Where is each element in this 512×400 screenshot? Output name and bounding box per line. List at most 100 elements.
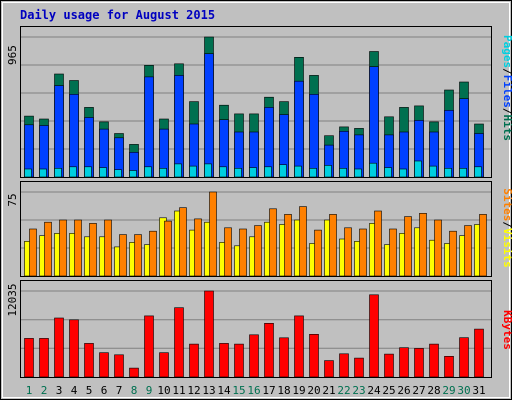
bar-sites bbox=[374, 210, 382, 277]
bar-pages bbox=[444, 168, 452, 178]
bar-kbytes bbox=[129, 367, 139, 378]
bar-files bbox=[459, 98, 469, 178]
bar-sites bbox=[74, 219, 82, 277]
x-tick-label: 5 bbox=[86, 384, 93, 397]
bar-pages bbox=[174, 163, 182, 178]
bar-kbytes bbox=[294, 315, 304, 378]
bar-files bbox=[174, 75, 184, 178]
bar-sites bbox=[89, 223, 97, 277]
bar-sites bbox=[209, 191, 217, 277]
x-tick-label: 12 bbox=[187, 384, 200, 397]
x-tick-label: 4 bbox=[71, 384, 78, 397]
bar-kbytes bbox=[54, 317, 64, 378]
legend-entry: KBytes bbox=[501, 310, 512, 350]
bar-pages bbox=[84, 166, 92, 178]
bar-kbytes bbox=[84, 343, 94, 378]
bar-sites bbox=[314, 229, 322, 277]
bar-kbytes bbox=[69, 319, 79, 378]
bar-kbytes bbox=[354, 357, 364, 378]
bar-kbytes bbox=[264, 322, 274, 378]
legend-entry: Hits bbox=[501, 115, 512, 142]
x-tick-label: 16 bbox=[247, 384, 260, 397]
x-tick-label: 20 bbox=[307, 384, 320, 397]
bar-pages bbox=[39, 168, 47, 178]
bar-kbytes bbox=[144, 315, 154, 378]
x-tick-label: 21 bbox=[322, 384, 335, 397]
y-max-label-kbytes: 12035 bbox=[6, 283, 19, 316]
bar-sites bbox=[149, 230, 157, 277]
bar-kbytes bbox=[384, 353, 394, 378]
x-tick-label: 15 bbox=[232, 384, 245, 397]
bar-pages bbox=[24, 168, 32, 178]
bar-pages bbox=[414, 160, 422, 178]
x-tick-label: 8 bbox=[131, 384, 138, 397]
bar-pages bbox=[144, 166, 152, 178]
x-tick-label: 11 bbox=[172, 384, 185, 397]
x-tick-label: 29 bbox=[442, 384, 455, 397]
bar-files bbox=[309, 94, 319, 178]
x-tick-label: 24 bbox=[367, 384, 381, 397]
bar-pages bbox=[459, 168, 467, 178]
bar-sites bbox=[389, 228, 397, 277]
bar-pages bbox=[189, 165, 197, 178]
bar-pages bbox=[294, 165, 302, 178]
legend-entry: Files bbox=[501, 75, 512, 108]
bar-sites bbox=[464, 225, 472, 277]
bar-sites bbox=[104, 219, 112, 277]
x-tick-label: 31 bbox=[472, 384, 485, 397]
bar-sites bbox=[134, 234, 142, 277]
bar-pages bbox=[114, 169, 122, 178]
bar-kbytes bbox=[174, 307, 184, 378]
bar-kbytes bbox=[159, 352, 169, 378]
bar-sites bbox=[404, 216, 412, 277]
bar-pages bbox=[264, 166, 272, 178]
legend-entry: / bbox=[501, 221, 512, 228]
x-tick-label: 19 bbox=[292, 384, 305, 397]
bar-pages bbox=[69, 166, 77, 178]
bar-sites bbox=[224, 227, 232, 277]
y-max-label-hits: 965 bbox=[6, 45, 19, 65]
bar-pages bbox=[474, 166, 482, 178]
bar-kbytes bbox=[204, 290, 214, 378]
chart-title: Daily usage for August 2015 bbox=[20, 8, 215, 22]
bar-sites bbox=[254, 225, 262, 277]
legend-visits: Sites/Visits bbox=[501, 188, 512, 268]
legend-hits: Pages/Files/Hits bbox=[501, 35, 512, 141]
bar-kbytes bbox=[279, 337, 289, 378]
bar-kbytes bbox=[99, 352, 109, 378]
bar-pages bbox=[159, 168, 167, 178]
x-tick-label: 23 bbox=[352, 384, 365, 397]
legend-entry: Pages bbox=[501, 35, 512, 68]
bar-pages bbox=[234, 168, 242, 178]
bar-sites bbox=[29, 228, 37, 277]
bar-files bbox=[69, 94, 79, 178]
bar-kbytes bbox=[399, 347, 409, 378]
x-tick-label: 22 bbox=[337, 384, 350, 397]
bar-files bbox=[54, 85, 64, 178]
x-tick-label: 28 bbox=[427, 384, 440, 397]
x-tick-label: 3 bbox=[56, 384, 63, 397]
bar-pages bbox=[399, 168, 407, 178]
bar-sites bbox=[284, 214, 292, 277]
bar-pages bbox=[204, 163, 212, 178]
x-tick-label: 7 bbox=[116, 384, 123, 397]
bar-kbytes bbox=[339, 353, 349, 378]
legend-kbytes: KBytes bbox=[501, 310, 512, 350]
bar-pages bbox=[99, 167, 107, 178]
x-tick-label: 25 bbox=[382, 384, 395, 397]
x-tick-label: 6 bbox=[101, 384, 108, 397]
bar-sites bbox=[179, 207, 187, 277]
x-tick-label: 9 bbox=[146, 384, 153, 397]
bar-pages bbox=[219, 166, 227, 178]
bar-sites bbox=[59, 219, 67, 277]
bar-kbytes bbox=[414, 348, 424, 378]
bar-pages bbox=[324, 165, 332, 178]
bar-files bbox=[444, 110, 454, 178]
bar-sites bbox=[194, 218, 202, 277]
bar-sites bbox=[479, 214, 487, 277]
x-tick-labels: 1 2 3 4 5 6 7 8 9 10 11 12 13 14 15 16 17 18 19 20 21 22 23 24 2… bbox=[26, 384, 486, 397]
bars bbox=[24, 36, 487, 378]
bar-files bbox=[204, 53, 214, 178]
x-tick-label: 2 bbox=[41, 384, 48, 397]
